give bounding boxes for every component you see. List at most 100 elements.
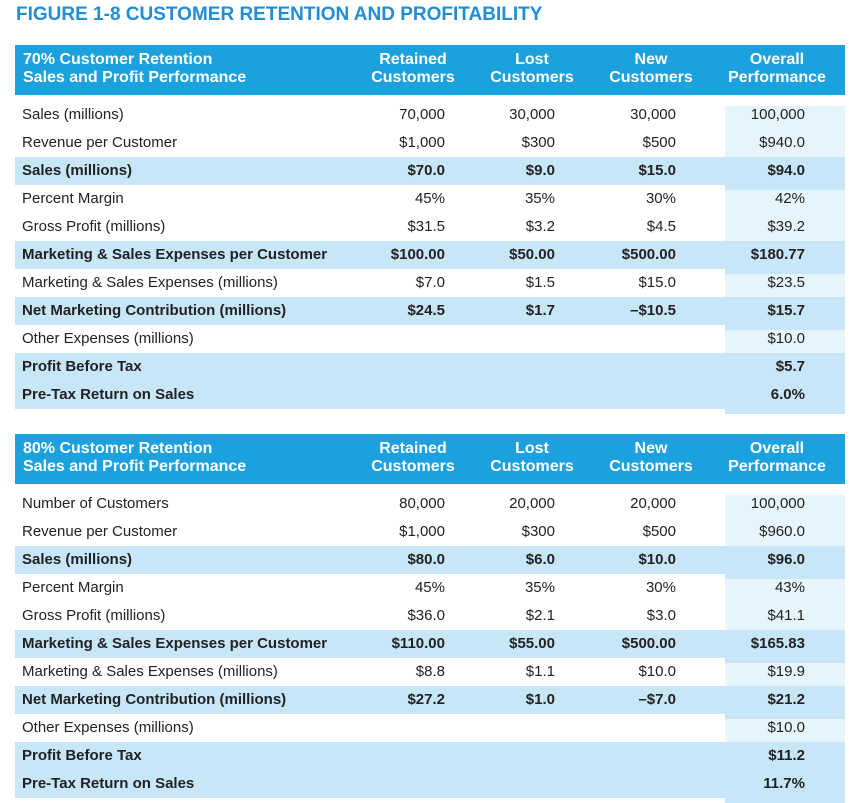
overall-shade <box>725 775 845 803</box>
row-label: Marketing & Sales Expenses per Customer <box>22 635 328 652</box>
header-cell: 70% Customer Retention Sales and Profit … <box>23 51 247 86</box>
cell-value: $15.7 <box>767 302 805 319</box>
header-cell: Lost Customers <box>490 51 574 86</box>
cell-value: 100,000 <box>750 495 805 512</box>
table-header: 80% Customer Retention Sales and Profit … <box>15 434 845 484</box>
cell-value: $10.0 <box>767 330 805 347</box>
cell-value: 43% <box>774 579 805 596</box>
cell-value: 30% <box>645 579 676 596</box>
overall-shade <box>725 246 845 274</box>
cell-value: $1.0 <box>525 691 555 708</box>
cell-value: $100.00 <box>390 246 445 263</box>
cell-value: $940.0 <box>759 134 805 151</box>
table-row: Gross Profit (millions) $36.0 $2.1 $3.0 $41.… <box>15 602 845 635</box>
row-label: Percent Margin <box>22 579 124 596</box>
table-row: Net Marketing Contribution (millions) $27… <box>15 686 845 719</box>
row-label: Net Marketing Contribution (millions) <box>22 302 287 319</box>
header-cell: New Customers <box>609 440 693 475</box>
table-row: Profit Before Tax $5.7 <box>15 353 845 386</box>
cell-value: $10.0 <box>638 551 676 568</box>
cell-value: $4.5 <box>646 218 676 235</box>
cell-value: $500.00 <box>621 635 676 652</box>
cell-value: 42% <box>774 190 805 207</box>
table-row: Net Marketing Contribution (millions) $24… <box>15 297 845 330</box>
table-row: Number of Customers 80,000 20,000 20,000 100… <box>15 490 845 523</box>
cell-value: 30% <box>645 190 676 207</box>
overall-shade <box>725 386 845 414</box>
cell-value: $9.0 <box>525 162 555 179</box>
row-label: Sales (millions) <box>22 162 133 179</box>
cell-value: $300 <box>521 523 555 540</box>
table-row: Other Expenses (millions) $10.0 <box>15 325 845 358</box>
table-row: Marketing & Sales Expenses (millions) $7.… <box>15 269 845 302</box>
cell-value: $960.0 <box>759 523 805 540</box>
cell-value: $41.1 <box>767 607 805 624</box>
row-label: Net Marketing Contribution (millions) <box>22 691 287 708</box>
table-row: Marketing & Sales Expenses per Customer $… <box>15 630 845 663</box>
cell-value: 11.7% <box>763 775 805 792</box>
cell-value: $1,000 <box>399 523 445 540</box>
cell-value: $10.0 <box>638 663 676 680</box>
cell-value: 20,000 <box>509 495 555 512</box>
cell-value: $500 <box>642 523 676 540</box>
table-row: Sales (millions) $70.0 $9.0 $15.0 $94.0 <box>15 157 845 190</box>
cell-value: $1,000 <box>399 134 445 151</box>
table: 80% Customer Retention Sales and Profit … <box>15 434 845 803</box>
cell-value: $110.00 <box>391 635 445 652</box>
cell-value: $50.00 <box>509 246 555 263</box>
row-label: Gross Profit (millions) <box>22 607 166 624</box>
cell-value: $5.7 <box>775 358 805 375</box>
row-label: Pre-Tax Return on Sales <box>22 775 195 792</box>
cell-value: $80.0 <box>407 551 445 568</box>
cell-value: $55.00 <box>509 635 555 652</box>
cell-value: $96.0 <box>767 551 805 568</box>
overall-shade <box>725 579 845 607</box>
cell-value: 45% <box>414 579 445 596</box>
row-label: Number of Customers <box>22 495 169 512</box>
cell-value: $7.0 <box>415 274 445 291</box>
overall-shade <box>725 302 845 330</box>
row-label: Revenue per Customer <box>22 134 178 151</box>
cell-value: 20,000 <box>630 495 676 512</box>
cell-value: 70,000 <box>399 106 445 123</box>
header-cell: Retained Customers <box>371 440 455 475</box>
cell-value: $3.0 <box>646 607 676 624</box>
table: 70% Customer Retention Sales and Profit … <box>15 45 845 414</box>
cell-value: $1.7 <box>525 302 555 319</box>
row-label: Gross Profit (millions) <box>22 218 166 235</box>
cell-value: $8.8 <box>415 663 445 680</box>
row-label: Pre-Tax Return on Sales <box>22 386 195 403</box>
overall-shade <box>725 162 845 190</box>
table-row: Percent Margin 45% 35% 30% 42% <box>15 185 845 218</box>
table-row: Pre-Tax Return on Sales 11.7% <box>15 770 845 803</box>
row-label: Other Expenses (millions) <box>22 719 194 736</box>
header-cell: Lost Customers <box>490 440 574 475</box>
row-label: Percent Margin <box>22 190 124 207</box>
cell-value: 35% <box>524 579 555 596</box>
cell-value: $21.2 <box>767 691 805 708</box>
table-row: Revenue per Customer $1,000 $300 $500 $960.0 <box>15 518 845 551</box>
table-row: Marketing & Sales Expenses (millions) $8.… <box>15 658 845 691</box>
header-cell: Retained Customers <box>371 51 455 86</box>
overall-shade <box>725 635 845 663</box>
cell-value: $300 <box>521 134 555 151</box>
table-row: Marketing & Sales Expenses per Customer $… <box>15 241 845 274</box>
cell-value: $24.5 <box>407 302 445 319</box>
table-row: Sales (millions) $80.0 $6.0 $10.0 $96.0 <box>15 546 845 579</box>
cell-value: $70.0 <box>407 162 445 179</box>
overall-shade <box>725 495 845 523</box>
cell-value: $165.83 <box>750 635 805 652</box>
row-label: Other Expenses (millions) <box>22 330 194 347</box>
cell-value: $6.0 <box>525 551 555 568</box>
table-row: Pre-Tax Return on Sales 6.0% <box>15 381 845 414</box>
table-row: Gross Profit (millions) $31.5 $3.2 $4.5 $39.… <box>15 213 845 246</box>
row-label: Marketing & Sales Expenses per Customer <box>22 246 328 263</box>
cell-value: –$7.0 <box>638 691 676 708</box>
table-row: Profit Before Tax $11.2 <box>15 742 845 775</box>
cell-value: –$10.5 <box>630 302 676 319</box>
row-label: Profit Before Tax <box>22 358 142 375</box>
header-cell: New Customers <box>609 51 693 86</box>
cell-value: $15.0 <box>638 274 676 291</box>
cell-value: 30,000 <box>509 106 555 123</box>
cell-value: 100,000 <box>750 106 805 123</box>
